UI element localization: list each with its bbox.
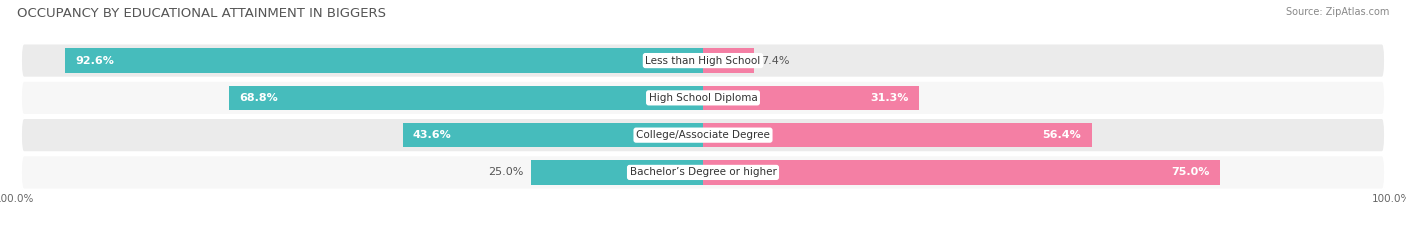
Bar [703,48,754,73]
Text: College/Associate Degree: College/Associate Degree [636,130,770,140]
Text: 68.8%: 68.8% [239,93,278,103]
Text: OCCUPANCY BY EDUCATIONAL ATTAINMENT IN BIGGERS: OCCUPANCY BY EDUCATIONAL ATTAINMENT IN B… [17,7,385,20]
Text: 31.3%: 31.3% [870,93,908,103]
Bar [703,123,1091,147]
Bar [402,123,703,147]
Text: 56.4%: 56.4% [1042,130,1081,140]
Text: High School Diploma: High School Diploma [648,93,758,103]
Bar [703,86,918,110]
Text: Bachelor’s Degree or higher: Bachelor’s Degree or higher [630,168,776,177]
FancyBboxPatch shape [21,155,1385,190]
Text: Source: ZipAtlas.com: Source: ZipAtlas.com [1285,7,1389,17]
Text: 92.6%: 92.6% [76,56,114,65]
Text: 7.4%: 7.4% [761,56,789,65]
Text: 75.0%: 75.0% [1171,168,1209,177]
Text: 25.0%: 25.0% [488,168,524,177]
FancyBboxPatch shape [21,118,1385,152]
Text: 43.6%: 43.6% [413,130,451,140]
Bar [531,160,703,185]
Bar [65,48,703,73]
FancyBboxPatch shape [21,81,1385,115]
Bar [703,160,1219,185]
Bar [229,86,703,110]
Text: Less than High School: Less than High School [645,56,761,65]
FancyBboxPatch shape [21,43,1385,78]
